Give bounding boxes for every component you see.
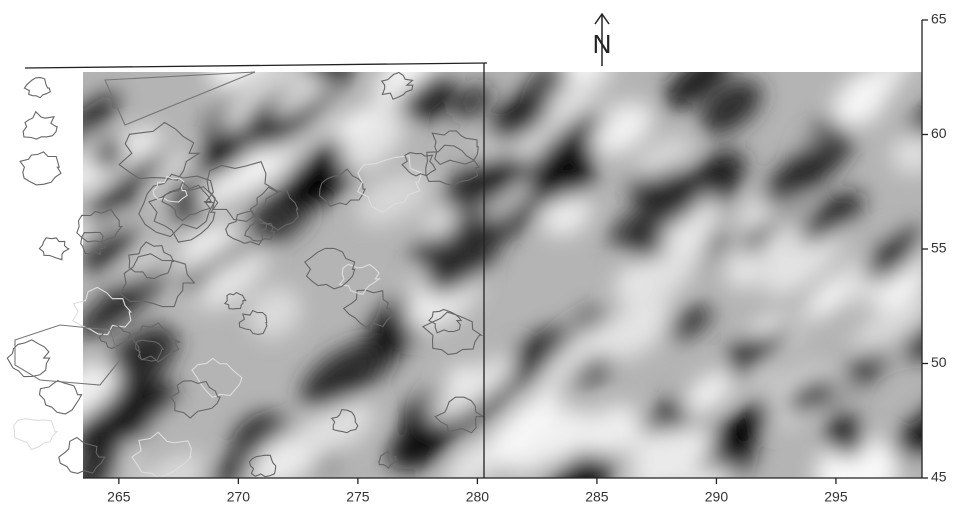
north-arrow: N [593, 14, 612, 66]
anomaly-outline [24, 78, 50, 98]
y-tick-label: 60 [931, 125, 947, 141]
anomaly-outline [23, 112, 57, 139]
anomaly-outline [40, 381, 82, 414]
anomaly-outline [7, 340, 49, 377]
survey-edge [25, 63, 487, 68]
map: N 265 270 275 280 285 290 295 45 50 55 60 65 [0, 0, 956, 516]
x-tick-label: 265 [107, 489, 131, 505]
y-tick-label: 55 [931, 240, 947, 256]
anomaly-outline [14, 419, 57, 450]
x-tick-label: 275 [346, 489, 370, 505]
x-tick-label: 290 [705, 489, 729, 505]
anomaly-outline [39, 238, 69, 260]
y-tick-label: 50 [931, 354, 947, 370]
x-tick-label: 280 [466, 489, 490, 505]
x-tick-label: 295 [824, 489, 848, 505]
x-tick-label: 285 [585, 489, 609, 505]
y-tick-label: 45 [931, 469, 947, 485]
y-tick-label: 65 [931, 11, 947, 27]
x-tick-label: 270 [227, 489, 251, 505]
anomaly-outline [20, 152, 61, 185]
north-label: N [593, 29, 612, 59]
